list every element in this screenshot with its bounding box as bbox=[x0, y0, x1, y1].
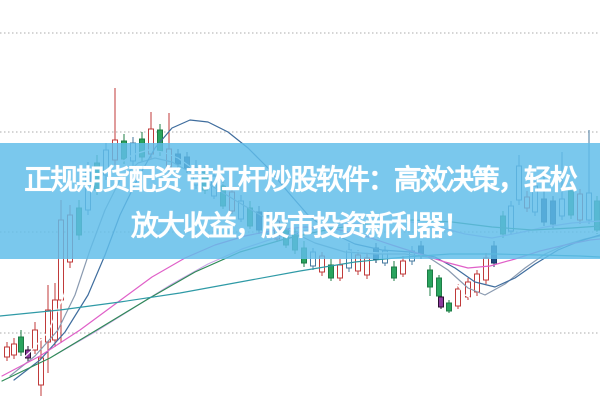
headline-banner: 正规期货配资 带杠杆炒股软件：高效决策，轻松 放大收益，股市投资新利器！ bbox=[0, 143, 600, 259]
headline-line-1: 正规期货配资 带杠杆炒股软件：高效决策，轻松 bbox=[24, 164, 578, 195]
headline-line-2: 放大收益，股市投资新利器！ bbox=[130, 210, 471, 241]
